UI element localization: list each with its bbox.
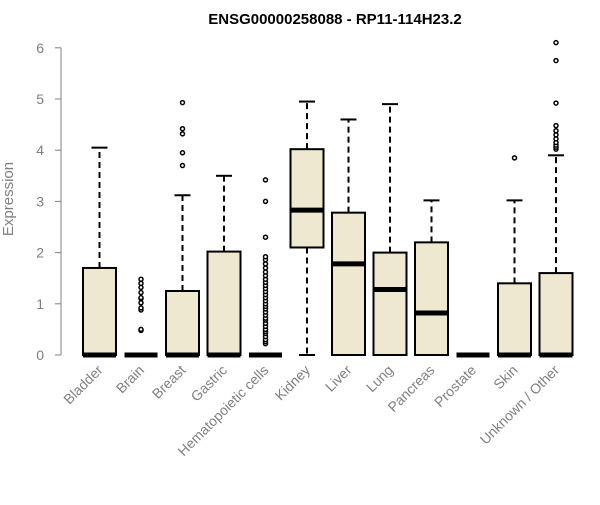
outlier-point (179, 162, 186, 169)
outlier-point (553, 127, 559, 134)
outlier-point (138, 305, 144, 311)
box-body (414, 241, 449, 356)
outlier-point (262, 177, 269, 183)
x-tick-label: Breast (149, 362, 189, 402)
y-tick-label: 3 (36, 193, 44, 209)
y-axis: 0 1 2 3 4 5 6 (36, 40, 62, 363)
outlier-point (179, 131, 186, 137)
outlier-point (553, 122, 559, 129)
box-0 (82, 146, 117, 358)
y-tick-label: 0 (36, 347, 44, 363)
x-tick-label: Skin (490, 362, 521, 393)
y-tick-label: 5 (36, 91, 44, 107)
box-5 (289, 100, 325, 356)
outlier-point (262, 198, 269, 205)
box-body (538, 272, 574, 356)
box-body (289, 148, 325, 249)
box-2 (165, 99, 200, 358)
outlier-point (262, 234, 269, 240)
outlier-point (179, 150, 186, 156)
y-tick-label: 2 (36, 245, 44, 261)
x-tick-label: Brain (113, 362, 147, 396)
box-11 (538, 39, 574, 358)
x-tick-label: Kidney (272, 362, 314, 404)
y-tick-label: 1 (36, 296, 44, 312)
box-body (372, 251, 408, 357)
y-tick-label: 6 (36, 40, 44, 56)
outlier-point (553, 57, 559, 64)
box-6 (331, 118, 366, 356)
outlier-point (553, 100, 559, 106)
outlier-point (138, 289, 144, 296)
box-body (497, 282, 532, 357)
y-tick-label: 4 (36, 142, 44, 158)
box-body (165, 290, 200, 356)
box-10 (497, 155, 532, 358)
x-tick-label: Lung (363, 362, 396, 395)
outlier-point (262, 253, 269, 260)
box-8 (414, 199, 449, 356)
boxes (82, 39, 574, 358)
box-body (206, 250, 242, 357)
outlier-point (553, 39, 559, 46)
box-body (331, 211, 366, 356)
outlier-point (179, 99, 186, 106)
chart-title: ENSG00000258088 - RP11-114H23.2 (208, 11, 462, 28)
outlier-point (179, 125, 186, 132)
x-tick-label: Prostate (431, 362, 479, 410)
box-4 (249, 177, 282, 358)
x-tick-label: Unknown / Other (477, 362, 563, 448)
outlier-point (138, 276, 144, 282)
box-3 (206, 174, 242, 358)
x-tick-label: Bladder (60, 362, 106, 408)
outlier-point (511, 155, 518, 161)
outlier-point (138, 326, 144, 333)
box-7 (372, 103, 408, 357)
box-body (82, 266, 117, 356)
outlier-point (138, 294, 144, 301)
x-tick-label: Liver (322, 362, 355, 395)
box-1 (124, 276, 158, 358)
y-axis-label: Expression (0, 162, 17, 236)
